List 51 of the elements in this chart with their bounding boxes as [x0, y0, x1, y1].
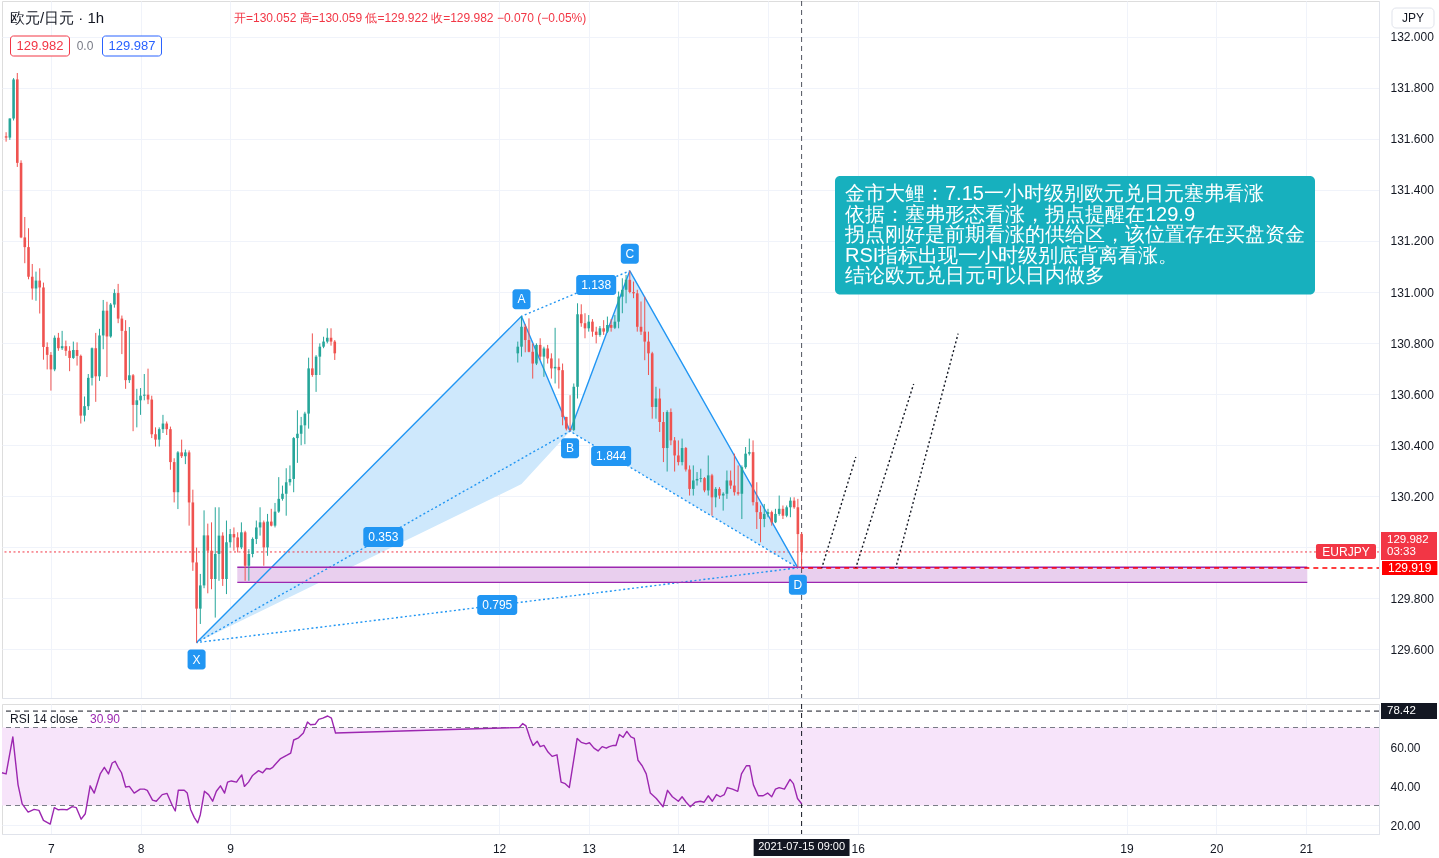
annotation: 30.90	[90, 712, 121, 726]
y-tick-label: 60.00	[1390, 740, 1421, 755]
y-tick-label: 131.400	[1390, 183, 1435, 198]
text: 欧元/日元 · 1h	[10, 9, 105, 26]
annotation: 1.844	[596, 448, 627, 463]
annotation: 0.353	[368, 529, 399, 544]
annotation: RSI指标出现一小时级别底背离看涨。	[845, 243, 1179, 266]
x-tick-label: 8	[137, 841, 145, 856]
x-tick-label: 21	[1299, 841, 1314, 856]
y-tick-label: 130.200	[1390, 489, 1435, 504]
y-tick-label: 130.600	[1390, 387, 1435, 402]
y-tick-label: 129.600	[1390, 642, 1435, 657]
text: RSI 14 close	[10, 712, 79, 726]
y-tick-label: 131.800	[1390, 81, 1435, 96]
annotation: 1.138	[581, 277, 612, 292]
y-axis-title: JPY	[1401, 11, 1425, 25]
x-tick-label: 16	[851, 841, 866, 856]
annotation: 0.795	[482, 598, 513, 613]
text: 开=130.052 高=130.059 低=129.922 收=129.982 −0.070 (−0.05%)	[234, 11, 587, 25]
ref-line-label: 78.42	[1387, 704, 1416, 717]
y-tick-label: 131.000	[1390, 285, 1435, 300]
annotation: B	[566, 441, 575, 456]
x-tick-label: 7	[48, 841, 56, 856]
ref-line-label: 2021-07-15 09:00	[758, 840, 846, 852]
annotation: 金市大鲤：7.15一小时级别欧元兑日元塞弗看涨	[845, 182, 1264, 205]
annotation: EURJPY	[1322, 544, 1370, 559]
y-tick-label: 130.800	[1390, 336, 1435, 351]
x-tick-label: 19	[1120, 841, 1135, 856]
x-tick-label: 12	[492, 841, 507, 856]
annotation: X	[192, 652, 201, 667]
y-tick-label: 40.00	[1390, 779, 1421, 794]
annotation: 129.987	[108, 38, 156, 53]
y-tick-label: 132.000	[1390, 30, 1435, 45]
x-tick-label: 14	[672, 841, 686, 856]
x-tick-label: 9	[227, 841, 235, 856]
y-tick-label: 20.00	[1390, 818, 1421, 833]
data-label: 129.919	[1388, 561, 1432, 576]
annotation: A	[517, 292, 526, 307]
annotation: C	[625, 246, 635, 261]
annotation: 0.0	[76, 39, 94, 53]
ref-line-label: 129.982 03:33	[1387, 532, 1429, 557]
annotation: 结论欧元兑日元可以日内做多	[845, 264, 1105, 287]
annotation: 依据：塞弗形态看涨，拐点提醒在129.9	[845, 202, 1196, 225]
annotation: 129.982	[16, 38, 64, 53]
y-tick-label: 131.600	[1390, 132, 1435, 147]
annotation: D	[793, 577, 803, 592]
y-tick-label: 129.800	[1390, 591, 1435, 606]
x-tick-label: 20	[1209, 841, 1224, 856]
y-tick-label: 130.400	[1390, 438, 1435, 453]
y-tick-label: 131.200	[1390, 234, 1435, 249]
x-tick-label: 13	[582, 841, 597, 856]
